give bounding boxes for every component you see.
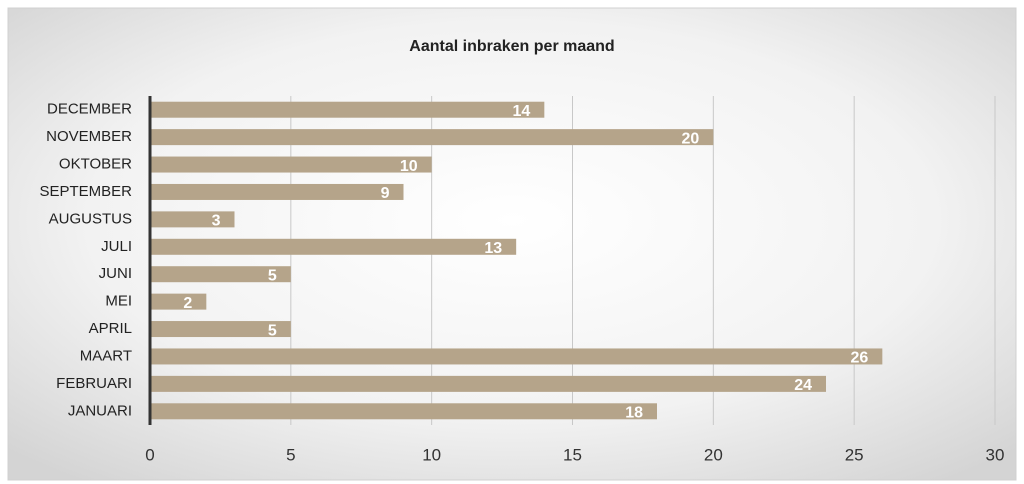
y-tick-label: MEI [105, 293, 132, 310]
bar [150, 375, 826, 392]
value-label: 2 [183, 295, 192, 312]
x-tick-label: 20 [704, 445, 723, 464]
bar [150, 266, 291, 283]
x-tick-label: 15 [563, 445, 582, 464]
y-tick-label: JUNI [99, 265, 132, 282]
value-label: 9 [381, 185, 390, 202]
y-tick-label: NOVEMBER [46, 128, 132, 145]
value-label: 13 [484, 240, 502, 257]
value-label: 26 [851, 350, 869, 367]
bar [150, 101, 545, 118]
x-tick-label: 10 [422, 445, 441, 464]
bar [150, 129, 714, 146]
x-tick-label: 5 [286, 445, 295, 464]
value-label: 5 [268, 267, 277, 284]
value-label: 5 [268, 322, 277, 339]
y-tick-label: APRIL [89, 320, 132, 337]
chart-title: Aantal inbraken per maand [409, 38, 614, 55]
bar [150, 403, 657, 420]
value-label: 20 [682, 130, 700, 147]
bar [150, 321, 291, 338]
x-tick-label: 0 [145, 445, 154, 464]
y-tick-label: AUGUSTUS [49, 210, 132, 227]
y-tick-label: OKTOBER [59, 156, 132, 173]
bar [150, 183, 404, 200]
y-tick-label: JULI [101, 238, 132, 255]
bar [150, 211, 235, 228]
y-tick-label: FEBRUARI [56, 375, 132, 392]
y-tick-label: MAART [80, 347, 132, 364]
y-tick-label: SEPTEMBER [39, 183, 132, 200]
value-label: 18 [625, 405, 643, 422]
value-label: 10 [400, 158, 418, 175]
value-label: 24 [794, 377, 812, 394]
value-label: 3 [212, 213, 221, 230]
bar [150, 293, 207, 310]
x-tick-label: 30 [986, 445, 1005, 464]
bar [150, 348, 883, 365]
bar [150, 238, 517, 255]
y-tick-label: JANUARI [68, 402, 132, 419]
value-label: 14 [513, 103, 531, 120]
y-tick-label: DECEMBER [47, 101, 132, 118]
x-tick-label: 25 [845, 445, 864, 464]
bar [150, 156, 432, 173]
